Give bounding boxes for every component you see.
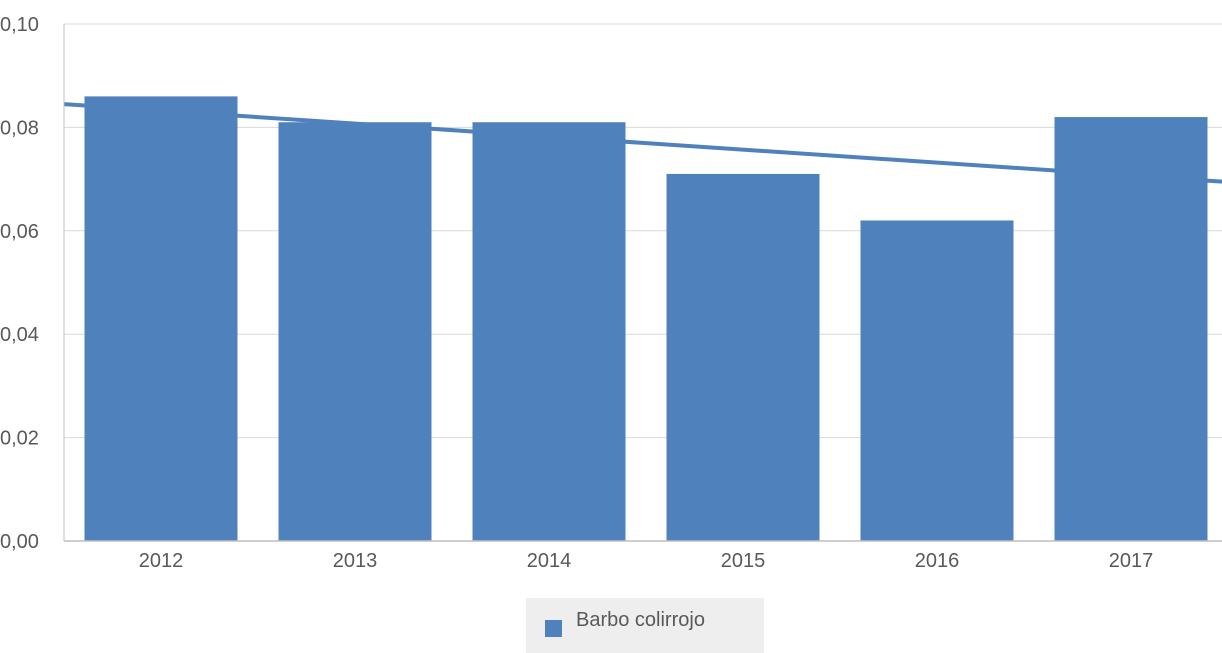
legend: Barbo colirrojo: [526, 598, 764, 653]
x-tick-labels: 2012 2013 2014 2015 2016 2017: [139, 550, 1154, 572]
bars: [84, 96, 1208, 541]
bar-2015: [666, 173, 820, 541]
y-tick-label: 0,08: [0, 117, 39, 139]
x-tick-label: 2015: [721, 550, 766, 572]
axes: [63, 24, 1222, 542]
trendline: [63, 102, 1222, 184]
x-tick-label: 2013: [333, 550, 378, 572]
bar-2016: [860, 220, 1014, 541]
legend-swatch: [545, 620, 562, 637]
gridlines: [64, 23, 1222, 439]
bar-2014: [472, 122, 626, 541]
x-tick-label: 2012: [139, 550, 184, 572]
bar-2012: [84, 96, 238, 541]
y-tick-label: 0,00: [0, 531, 39, 553]
y-tick-label: 0,04: [0, 324, 39, 346]
x-tick-label: 2017: [1109, 550, 1154, 572]
y-tick-labels: 0,00 0,02 0,04 0,06 0,08 0,10: [0, 14, 39, 553]
y-tick-label: 0,10: [0, 14, 39, 36]
y-tick-label: 0,06: [0, 221, 39, 243]
y-tick-label: 0,02: [0, 428, 39, 450]
bar-2013: [278, 122, 432, 541]
trendline-group: [63, 102, 1222, 184]
x-tick-label: 2016: [915, 550, 960, 572]
legend-label: Barbo colirrojo: [576, 609, 705, 631]
bar-2017: [1054, 117, 1208, 541]
x-tick-label: 2014: [527, 550, 572, 572]
